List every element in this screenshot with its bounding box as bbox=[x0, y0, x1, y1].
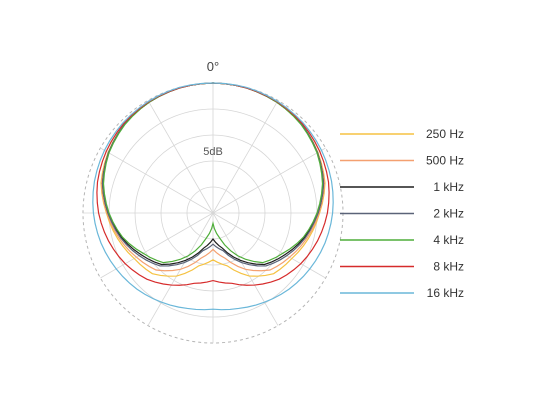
grid-spoke bbox=[100, 212, 214, 279]
legend: 250 Hz 500 Hz 1 kHz 2 kHz 4 kHz 8 kHz 16 kHz bbox=[340, 127, 464, 300]
legend-label: 4 kHz bbox=[433, 233, 464, 247]
legend-label: 500 Hz bbox=[426, 154, 464, 168]
legend-label: 250 Hz bbox=[426, 127, 464, 141]
legend-label: 16 kHz bbox=[427, 286, 464, 300]
polar-curves bbox=[92, 82, 334, 311]
grid-spoke bbox=[212, 147, 326, 214]
grid-spoke bbox=[147, 100, 214, 214]
legend-label: 2 kHz bbox=[433, 207, 464, 221]
series-curve-8-khz bbox=[96, 82, 330, 286]
series-curve-4-khz bbox=[102, 82, 324, 264]
legend-label: 8 kHz bbox=[433, 260, 464, 274]
grid-spoke bbox=[100, 147, 214, 214]
legend-label: 1 kHz bbox=[433, 180, 464, 194]
radial-tick-label: 5dB bbox=[203, 146, 223, 158]
polar-grid bbox=[82, 82, 344, 344]
grid-spoke bbox=[212, 100, 279, 214]
grid-spoke bbox=[212, 212, 326, 279]
angle-label-0-deg: 0° bbox=[207, 59, 219, 74]
series-curve-16-khz bbox=[92, 82, 334, 311]
